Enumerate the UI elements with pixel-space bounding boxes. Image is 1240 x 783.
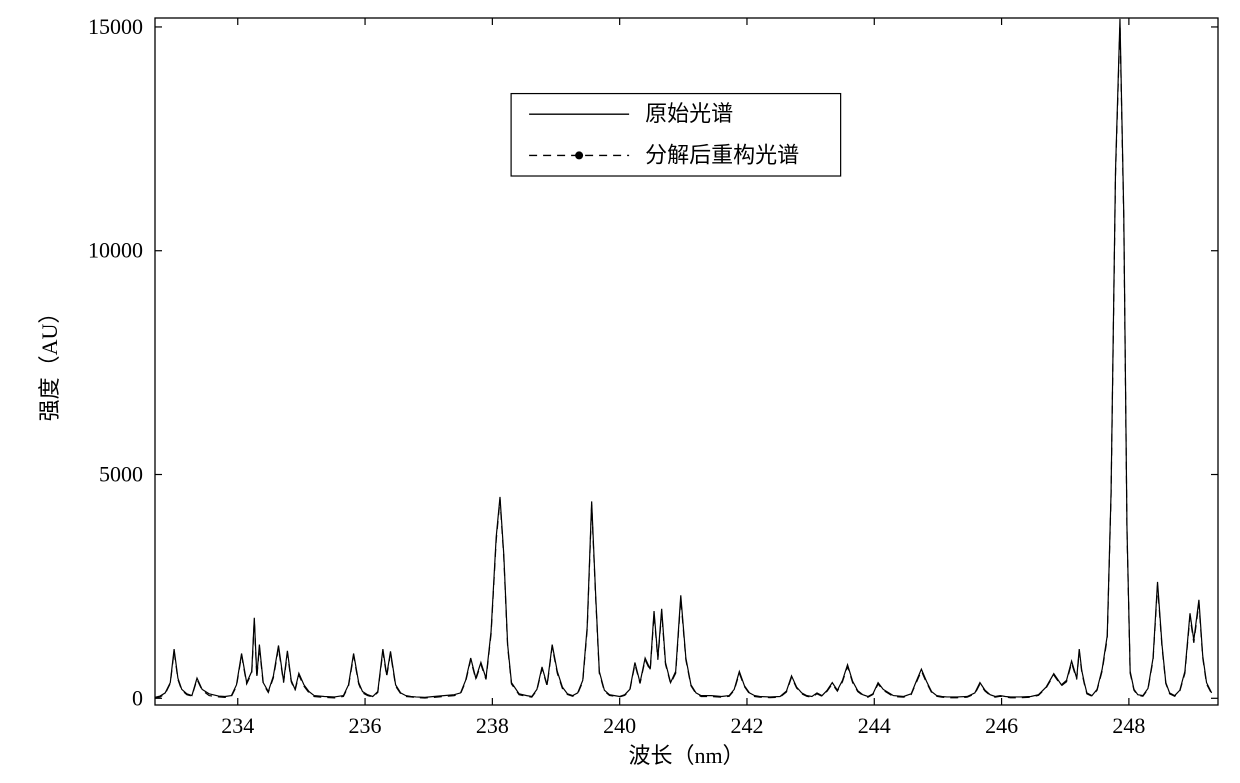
- x-tick-label: 238: [476, 713, 509, 738]
- x-tick-label: 246: [985, 713, 1018, 738]
- y-tick-label: 0: [132, 685, 143, 710]
- x-tick-label: 244: [858, 713, 891, 738]
- legend-label-original: 原始光谱: [645, 101, 733, 126]
- y-tick-label: 15000: [88, 14, 143, 39]
- legend-sample-marker-reconstructed: [575, 151, 583, 159]
- x-tick-label: 240: [603, 713, 636, 738]
- x-tick-label: 242: [730, 713, 763, 738]
- y-tick-label: 10000: [88, 238, 143, 263]
- x-axis-label: 波长（nm）: [628, 743, 744, 768]
- legend-label-reconstructed: 分解后重构光谱: [645, 142, 799, 167]
- x-tick-label: 248: [1112, 713, 1145, 738]
- chart-container: 234 236 238 240 242 244 246 248 0 5000 10000 15000…: [0, 0, 1240, 783]
- legend: 原始光谱分解后重构光谱: [511, 94, 841, 176]
- y-axis-label: 强度（AU）: [37, 302, 62, 422]
- x-tick-label: 236: [349, 713, 382, 738]
- chart-svg: 234 236 238 240 242 244 246 248 0 5000 10000 15000…: [0, 0, 1240, 783]
- y-tick-label: 5000: [99, 462, 143, 487]
- x-tick-label: 234: [221, 713, 254, 738]
